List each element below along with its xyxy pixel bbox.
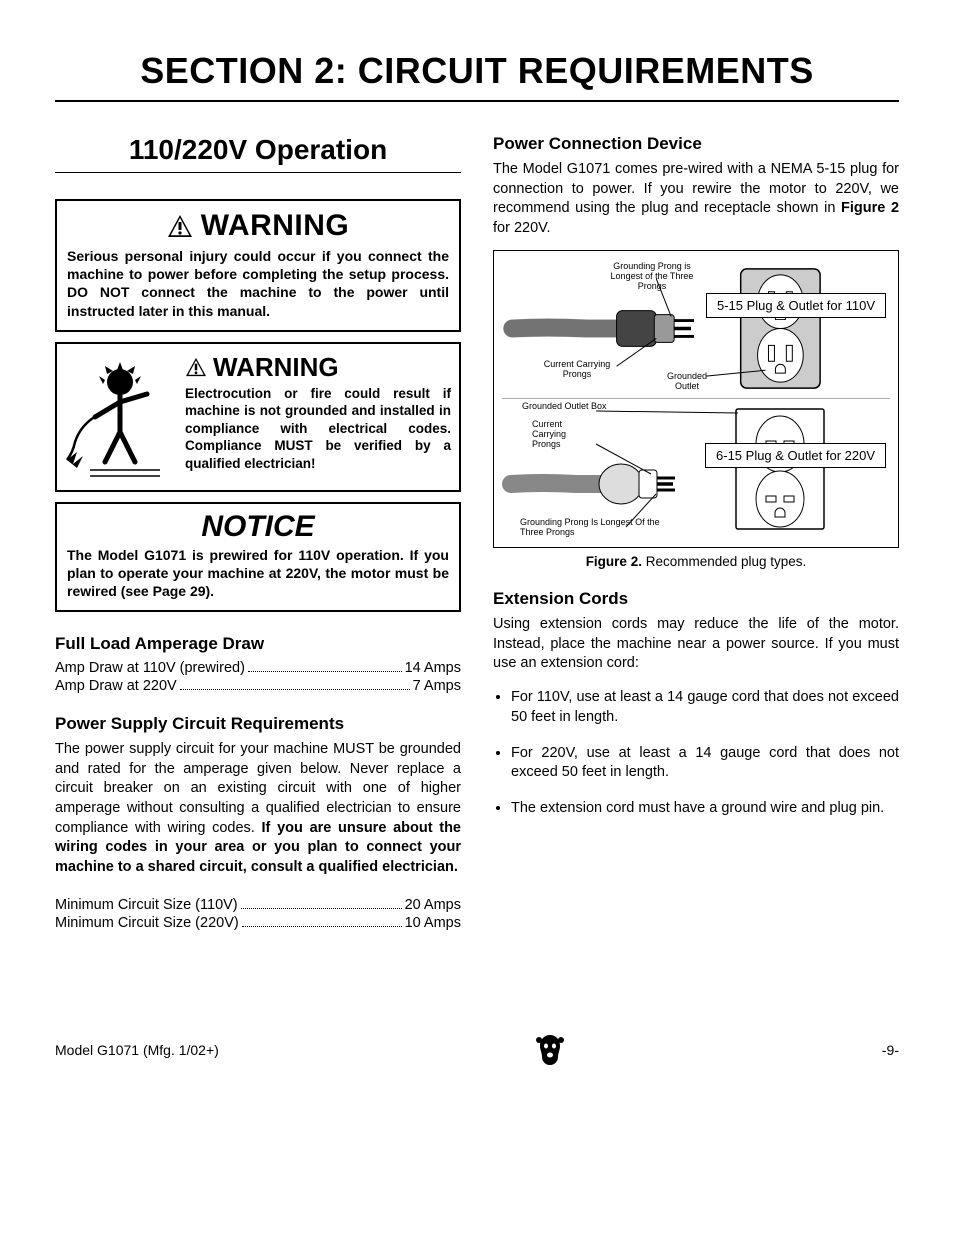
left-column: 110/220V Operation WARNING Serious perso…: [55, 134, 461, 933]
circuit-heading: Power Supply Circuit Requirements: [55, 714, 461, 734]
circuit-row: Minimum Circuit Size (220V) 10 Amps: [55, 915, 461, 931]
notice-body: The Model G1071 is prewired for 110V ope…: [67, 546, 449, 601]
fig-annot: Grounded Outlet Box: [522, 401, 607, 411]
ext-cords-intro: Using extension cords may reduce the lif…: [493, 615, 899, 674]
list-item: For 220V, use at least a 14 gauge cord t…: [511, 744, 899, 783]
power-conn-body: The Model G1071 comes pre-wired with a N…: [493, 160, 899, 238]
warning-box-1: WARNING Serious personal injury could oc…: [55, 199, 461, 332]
warning-triangle-icon: [185, 357, 207, 377]
figure-2-box: Grounding Prong is Longest of the Three …: [493, 250, 899, 548]
circuit-body: The power supply circuit for your machin…: [55, 740, 461, 877]
warning-triangle-icon: [167, 214, 193, 238]
amperage-row: Amp Draw at 110V (prewired) 14 Amps: [55, 660, 461, 676]
notice-box: NOTICE The Model G1071 is prewired for 1…: [55, 502, 461, 613]
circuit-row-label: Minimum Circuit Size (220V): [55, 915, 239, 931]
warning-label: WARNING: [213, 352, 339, 383]
fig-annot: Current Carrying Prongs: [532, 419, 577, 449]
amperage-row-value: 14 Amps: [405, 660, 461, 676]
notice-label: NOTICE: [67, 510, 449, 544]
warning-1-body: Serious personal injury could occur if y…: [67, 247, 449, 320]
two-column-layout: 110/220V Operation WARNING Serious perso…: [55, 134, 899, 933]
amperage-heading: Full Load Amperage Draw: [55, 634, 461, 654]
plug-label-110v: 5-15 Plug & Outlet for 110V: [706, 293, 886, 318]
amperage-row-label: Amp Draw at 220V: [55, 678, 177, 694]
grizzly-logo-icon: [536, 1033, 564, 1067]
figure-2-bottom: Grounded Outlet Box Current Carrying Pro…: [502, 399, 890, 539]
plug-label-220v: 6-15 Plug & Outlet for 220V: [705, 443, 886, 468]
figure-2-caption: Figure 2. Recommended plug types.: [493, 554, 899, 569]
warning-2-body: Electrocution or fire could result if ma…: [185, 385, 451, 473]
footer-page-number: -9-: [882, 1042, 899, 1058]
power-conn-heading: Power Connection Device: [493, 134, 899, 154]
figure-2-top: Grounding Prong is Longest of the Three …: [502, 259, 890, 399]
fig-annot: Grounded Outlet: [662, 371, 712, 391]
circuit-row-label: Minimum Circuit Size (110V): [55, 897, 238, 913]
footer-model: Model G1071 (Mfg. 1/02+): [55, 1042, 219, 1058]
ext-cords-heading: Extension Cords: [493, 589, 899, 609]
circuit-row-value: 20 Amps: [405, 897, 461, 913]
section-title: SECTION 2: CIRCUIT REQUIREMENTS: [55, 50, 899, 102]
fig-annot: Current Carrying Prongs: [542, 359, 612, 379]
fig-annot: Grounding Prong is Longest of the Three …: [602, 261, 702, 291]
ext-cords-bullets: For 110V, use at least a 14 gauge cord t…: [493, 688, 899, 818]
warning-box-2: WARNING Electrocution or fire could resu…: [55, 342, 461, 492]
right-column: Power Connection Device The Model G1071 …: [493, 134, 899, 933]
list-item: The extension cord must have a ground wi…: [511, 799, 899, 819]
circuit-row-value: 10 Amps: [405, 915, 461, 931]
amperage-row: Amp Draw at 220V 7 Amps: [55, 678, 461, 694]
fig-annot: Grounding Prong Is Longest Of the Three …: [520, 517, 660, 537]
amperage-row-value: 7 Amps: [413, 678, 461, 694]
circuit-row: Minimum Circuit Size (110V) 20 Amps: [55, 897, 461, 913]
warning-label: WARNING: [201, 209, 350, 243]
page-footer: Model G1071 (Mfg. 1/02+) -9-: [55, 1033, 899, 1067]
electrocution-figure: [65, 352, 175, 482]
amperage-row-label: Amp Draw at 110V (prewired): [55, 660, 245, 676]
list-item: For 110V, use at least a 14 gauge cord t…: [511, 688, 899, 727]
operation-heading: 110/220V Operation: [55, 134, 461, 173]
